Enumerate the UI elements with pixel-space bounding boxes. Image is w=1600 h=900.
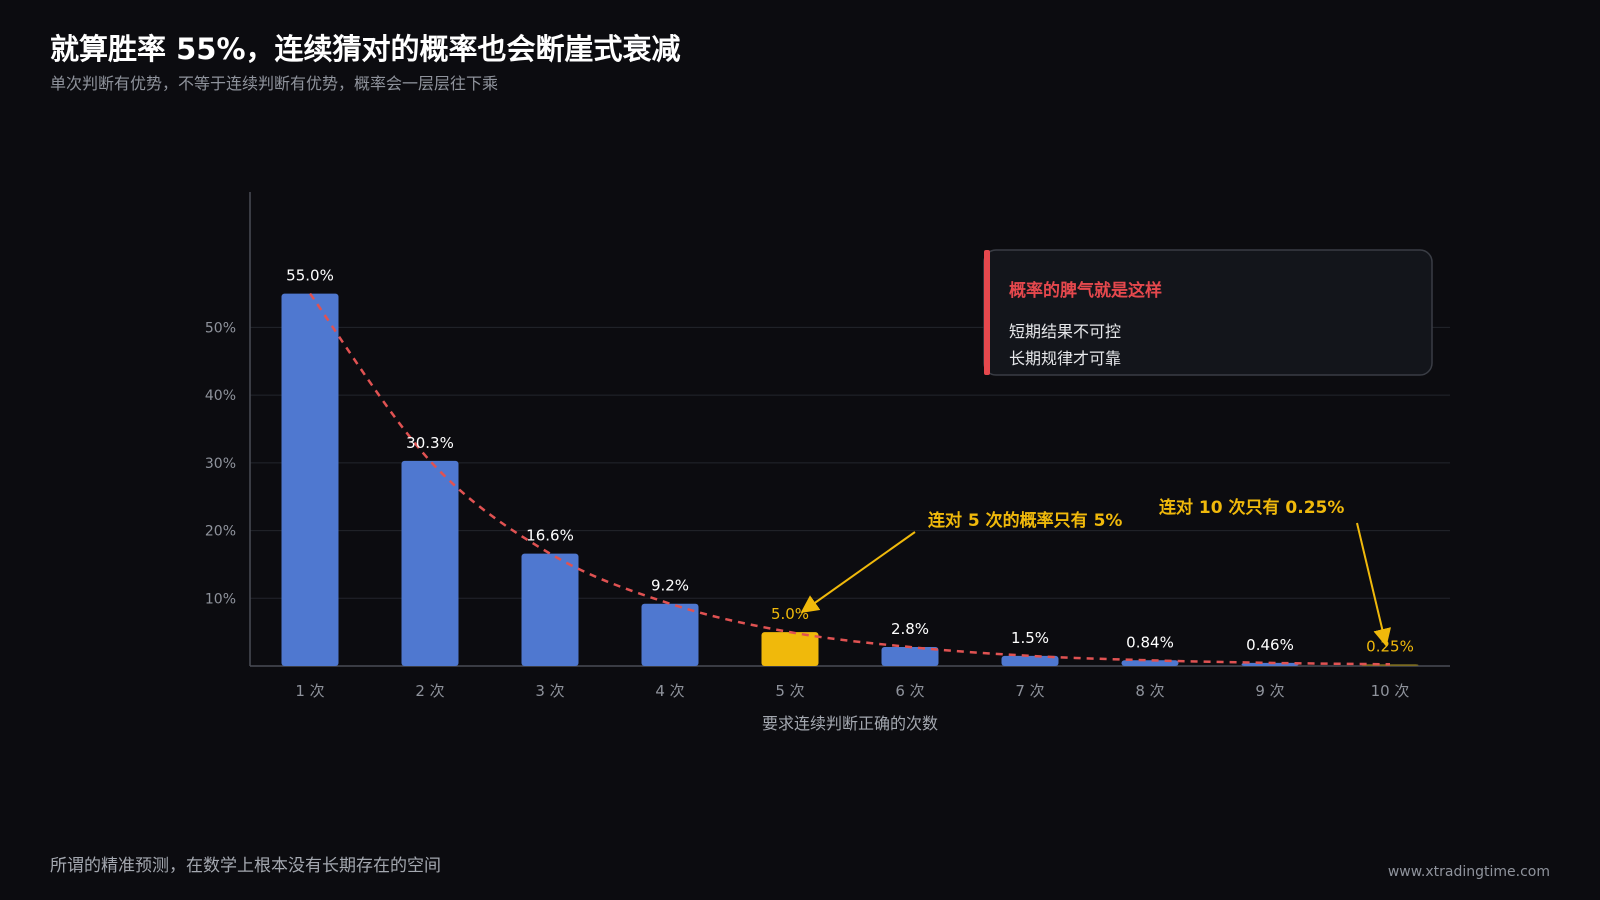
- bar-5: [761, 632, 819, 666]
- annotation-5-text: 连对 5 次的概率只有 5%: [928, 510, 1122, 531]
- y-tick-label: 30%: [205, 456, 236, 472]
- x-tick-label-7: 7 次: [1015, 682, 1044, 700]
- y-tick-label: 50%: [205, 320, 236, 336]
- y-tick-label: 20%: [205, 524, 236, 540]
- x-tick-label-4: 4 次: [655, 682, 684, 700]
- data-label-3: 16.6%: [526, 527, 574, 545]
- data-label-8: 0.84%: [1126, 633, 1174, 651]
- x-tick-label-2: 2 次: [415, 682, 444, 700]
- data-label-10: 0.25%: [1366, 637, 1414, 655]
- bar-6: [881, 647, 939, 666]
- callout-line-2: 长期规律才可靠: [1009, 349, 1121, 368]
- callout-line-1: 短期结果不可控: [1009, 322, 1121, 341]
- bars: [281, 293, 1419, 666]
- data-label-1: 55.0%: [286, 267, 334, 285]
- x-tick-label-1: 1 次: [295, 682, 324, 700]
- bar-3: [521, 553, 579, 666]
- annotation-10-arrow: [1356, 522, 1392, 647]
- data-label-9: 0.46%: [1246, 636, 1294, 654]
- x-axis-label: 要求连续判断正确的次数: [762, 714, 938, 733]
- data-label-6: 2.8%: [891, 620, 929, 638]
- page-subtitle: 单次判断有优势，不等于连续判断有优势，概率会一层层往下乘: [50, 74, 499, 93]
- bar-4: [641, 603, 699, 666]
- bar-7: [1001, 655, 1059, 666]
- x-tick-label-9: 9 次: [1255, 682, 1284, 700]
- callout-accent-bar: [984, 250, 990, 375]
- annotation-5: 连对 5 次的概率只有 5%: [800, 510, 1122, 614]
- trend-line: [308, 292, 1391, 666]
- bar-2: [401, 460, 459, 666]
- x-tick-label-8: 8 次: [1135, 682, 1164, 700]
- x-tick-label-5: 5 次: [775, 682, 804, 700]
- x-tick-label-10: 10 次: [1371, 682, 1410, 700]
- callout-box: 概率的脾气就是这样 短期结果不可控 长期规律才可靠: [983, 249, 1433, 376]
- bar-1: [281, 293, 339, 666]
- x-tick-label-3: 3 次: [535, 682, 564, 700]
- data-label-2: 30.3%: [406, 434, 454, 452]
- footer-url: www.xtradingtime.com: [1387, 864, 1550, 880]
- annotation-10-text: 连对 10 次只有 0.25%: [1159, 497, 1344, 518]
- tick-labels: 10% 20% 30% 40% 50% 1 次 2 次 3 次 4 次 5 次 6 次 7 次 8 次 9…: [205, 320, 1410, 700]
- y-tick-label: 40%: [205, 388, 236, 404]
- data-label-7: 1.5%: [1011, 629, 1049, 647]
- data-label-5: 5.0%: [771, 605, 809, 623]
- data-label-4: 9.2%: [651, 577, 689, 595]
- annotation-5-arrow: [800, 531, 916, 614]
- y-tick-label: 10%: [205, 591, 236, 607]
- bar-8: [1121, 660, 1179, 666]
- trend-line-group: [308, 292, 1391, 666]
- footer-note: 所谓的精准预测，在数学上根本没有长期存在的空间: [50, 856, 441, 876]
- callout-title: 概率的脾气就是这样: [1009, 280, 1162, 301]
- annotation-10: 连对 10 次只有 0.25%: [1159, 497, 1392, 647]
- page-title: 就算胜率 55%，连续猜对的概率也会断崖式衰减: [50, 32, 681, 66]
- data-labels: 55.0% 30.3% 16.6% 9.2% 5.0% 2.8% 1.5% 0.84% 0.46…: [286, 267, 1414, 656]
- x-tick-label-6: 6 次: [895, 682, 924, 700]
- bar-10: [1361, 664, 1419, 666]
